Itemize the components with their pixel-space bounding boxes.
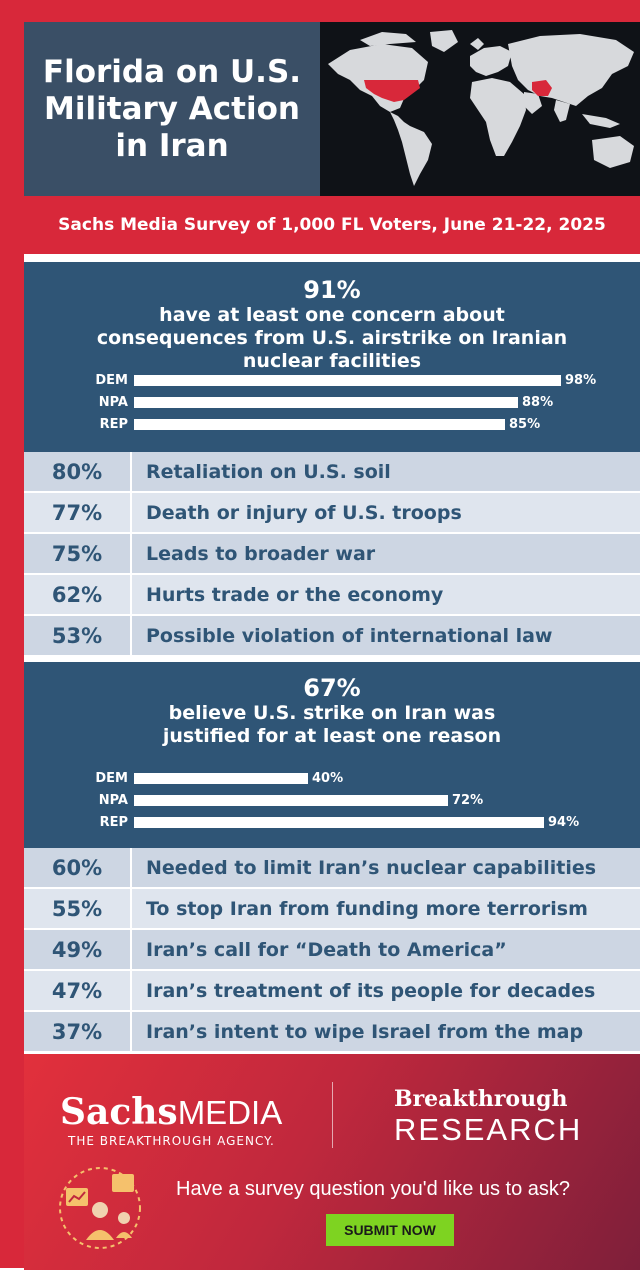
concern-list: 80% Retaliation on U.S. soil 77% Death or … — [24, 452, 640, 657]
concern-headline: 91% have at least one concern about cons… — [24, 276, 640, 373]
concern-big-pct: 91% — [303, 276, 361, 304]
list-item: 49% Iran’s call for “Death to America” — [24, 930, 640, 971]
list-item: 53% Possible violation of international l… — [24, 616, 640, 657]
item-text: Leads to broader war — [146, 542, 376, 565]
concern-text: have at least one concern about conseque… — [96, 304, 568, 372]
list-item: 75% Leads to broader war — [24, 534, 640, 575]
survey-banner: Sachs Media Survey of 1,000 FL Voters, J… — [24, 196, 640, 254]
bar — [134, 397, 518, 408]
item-text: Death or injury of U.S. troops — [146, 501, 462, 524]
item-pct: 80% — [24, 452, 132, 491]
bar-value-label: 72% — [452, 793, 484, 808]
justified-list: 60% Needed to limit Iran’s nuclear capabi… — [24, 848, 640, 1053]
bar-category-label: NPA — [98, 395, 128, 410]
item-pct: 60% — [24, 848, 132, 887]
logo-media: MEDIA — [177, 1094, 283, 1131]
list-item: 77% Death or injury of U.S. troops — [24, 493, 640, 534]
bar-category-label: DEM — [95, 373, 128, 388]
bar-value-label: 98% — [565, 373, 597, 388]
justified-panel: 67% believe U.S. strike on Iran was just… — [24, 662, 640, 848]
item-text: Iran’s call for “Death to America” — [146, 938, 507, 961]
bar-row: REP 94% — [24, 812, 640, 834]
item-pct: 47% — [24, 971, 132, 1010]
world-map — [320, 22, 640, 196]
item-text: To stop Iran from funding more terrorism — [146, 897, 588, 920]
header: Florida on U.S. Military Action in Iran — [24, 22, 640, 196]
item-text: Hurts trade or the economy — [146, 583, 444, 606]
page-title: Florida on U.S. Military Action in Iran — [42, 53, 302, 164]
sachs-media-logo[interactable]: SachsMEDIA — [60, 1092, 282, 1133]
bar-value-label: 94% — [548, 815, 580, 830]
title-box: Florida on U.S. Military Action in Iran — [24, 22, 320, 196]
submit-now-button[interactable]: SUBMIT NOW — [326, 1214, 454, 1246]
logo-sachs: Sachs — [60, 1091, 178, 1133]
list-item: 60% Needed to limit Iran’s nuclear capabi… — [24, 848, 640, 889]
item-text: Iran’s intent to wipe Israel from the ma… — [146, 1020, 584, 1043]
item-pct: 77% — [24, 493, 132, 532]
logo-tagline: THE BREAKTHROUGH AGENCY. — [68, 1134, 275, 1148]
bar-row: NPA 72% — [24, 790, 640, 812]
item-pct: 55% — [24, 889, 132, 928]
bar-category-label: DEM — [95, 771, 128, 786]
list-item: 80% Retaliation on U.S. soil — [24, 452, 640, 493]
concern-panel: 91% have at least one concern about cons… — [24, 262, 640, 452]
infographic: Florida on U.S. Military Action in Iran — [24, 22, 640, 1270]
world-map-icon — [320, 22, 640, 196]
justified-big-pct: 67% — [303, 674, 361, 702]
justified-headline: 67% believe U.S. strike on Iran was just… — [24, 674, 640, 748]
bar-value-label: 40% — [312, 771, 344, 786]
list-item: 55% To stop Iran from funding more terror… — [24, 889, 640, 930]
bar-row: REP 85% — [24, 414, 640, 436]
bar — [134, 773, 308, 784]
justified-text: believe U.S. strike on Iran was justifie… — [162, 702, 502, 747]
breakthrough-logo-line2[interactable]: RESEARCH — [394, 1112, 583, 1147]
survey-people-icon — [59, 1167, 141, 1249]
item-text: Iran’s treatment of its people for decad… — [146, 979, 596, 1002]
list-item: 37% Iran’s intent to wipe Israel from the… — [24, 1012, 640, 1053]
bar — [134, 795, 448, 806]
item-pct: 49% — [24, 930, 132, 969]
breakthrough-logo-line1[interactable]: Breakthrough — [394, 1086, 568, 1112]
footer: SachsMEDIA THE BREAKTHROUGH AGENCY. Brea… — [24, 1054, 640, 1270]
bar-row: NPA 88% — [24, 392, 640, 414]
bar-category-label: REP — [99, 417, 128, 432]
bar-category-label: NPA — [98, 793, 128, 808]
item-text: Possible violation of international law — [146, 624, 553, 647]
bar — [134, 817, 544, 828]
logo-divider — [332, 1082, 333, 1148]
bar — [134, 419, 505, 430]
bar-category-label: REP — [99, 815, 128, 830]
item-text: Retaliation on U.S. soil — [146, 460, 391, 483]
bar-row: DEM 40% — [24, 768, 640, 790]
bar-row: DEM 98% — [24, 370, 640, 392]
item-pct: 75% — [24, 534, 132, 573]
list-item: 47% Iran’s treatment of its people for de… — [24, 971, 640, 1012]
item-pct: 53% — [24, 616, 132, 655]
list-item: 62% Hurts trade or the economy — [24, 575, 640, 616]
cta-text: Have a survey question you'd like us to … — [176, 1178, 571, 1200]
bar-value-label: 85% — [509, 417, 541, 432]
bar — [134, 375, 561, 386]
item-text: Needed to limit Iran’s nuclear capabilit… — [146, 856, 597, 879]
item-pct: 37% — [24, 1012, 132, 1051]
item-pct: 62% — [24, 575, 132, 614]
bar-value-label: 88% — [522, 395, 554, 410]
